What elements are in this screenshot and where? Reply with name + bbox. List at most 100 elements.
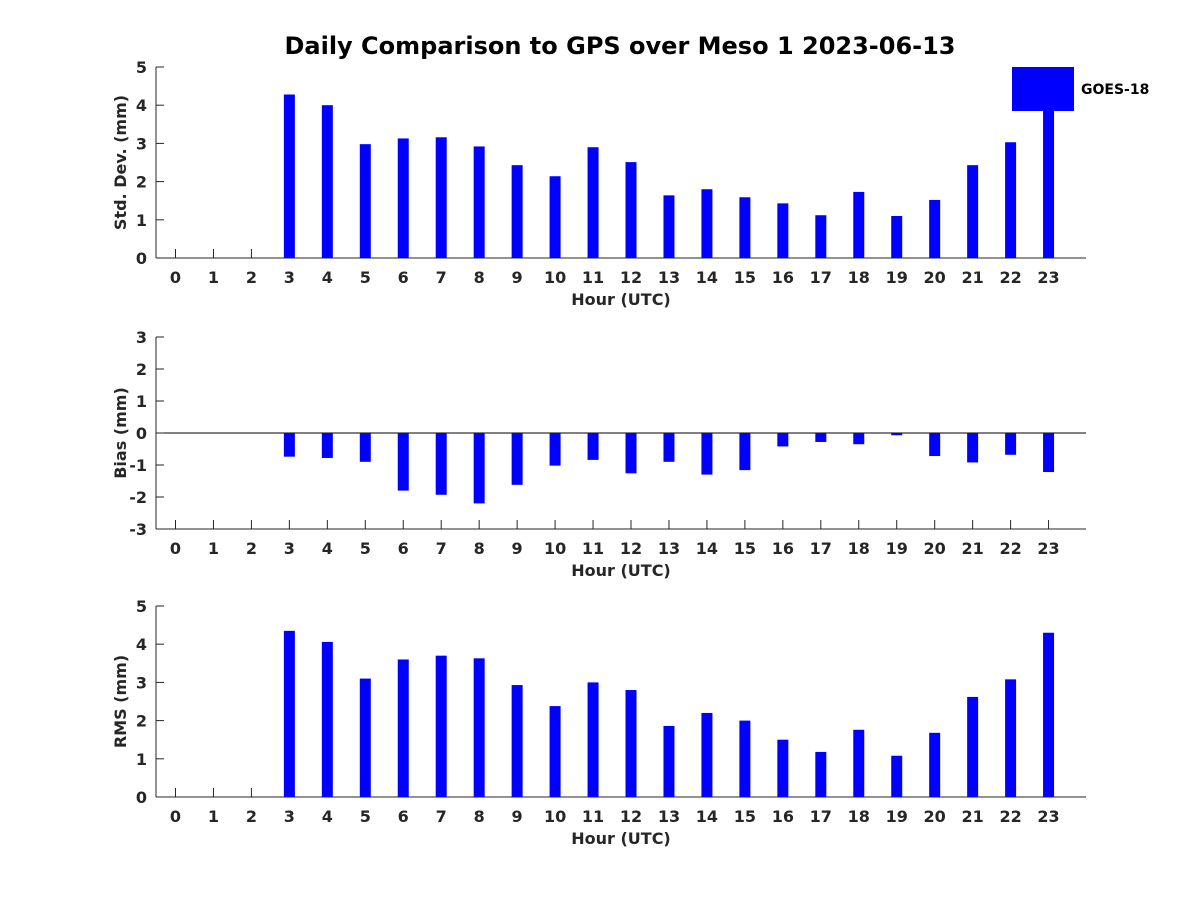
bar-hour-22 [1005,679,1017,797]
bar-hour-19 [891,755,903,797]
x-tick-label: 15 [734,539,756,558]
x-tick-label: 15 [734,807,756,826]
bar-hour-5 [359,678,371,797]
bar-hour-23 [1043,97,1055,258]
y-axis-label: Bias (mm) [111,387,130,479]
y-tick-label: 4 [136,96,147,115]
bar-hour-10 [549,433,561,466]
x-axis-label: Hour (UTC) [571,290,671,309]
legend-swatch [1012,67,1074,111]
bar-hour-21 [967,696,979,797]
bar-hour-23 [1043,433,1055,473]
x-tick-label: 7 [436,807,447,826]
bar-hour-21 [967,433,979,463]
bar-hour-15 [739,433,751,471]
bar-hour-18 [853,729,865,797]
x-tick-label: 21 [962,539,984,558]
bar-hour-11 [587,682,599,797]
y-tick-label: 0 [136,249,147,268]
y-tick-label: -3 [129,520,147,539]
bar-hour-6 [397,433,409,491]
x-tick-label: 6 [398,268,409,287]
bar-hour-7 [435,433,447,495]
x-tick-label: 17 [810,539,832,558]
bar-hour-3 [283,630,295,797]
x-tick-label: 1 [208,539,219,558]
x-tick-label: 4 [322,268,333,287]
bar-hour-9 [511,165,523,258]
bar-hour-10 [549,706,561,797]
x-tick-label: 16 [772,268,794,287]
x-tick-label: 6 [398,539,409,558]
x-tick-label: 10 [544,539,566,558]
x-tick-label: 19 [886,539,908,558]
x-tick-label: 2 [246,539,257,558]
x-tick-label: 22 [999,268,1021,287]
y-tick-label: 0 [136,788,147,807]
x-tick-label: 2 [246,807,257,826]
x-tick-label: 7 [436,539,447,558]
bar-hour-18 [853,433,865,445]
bar-hour-8 [473,433,485,504]
bar-hour-4 [321,641,333,797]
y-tick-label: 3 [136,673,147,692]
y-tick-label: -2 [129,488,147,507]
x-tick-label: 17 [810,268,832,287]
x-tick-label: 3 [284,268,295,287]
x-tick-label: 12 [620,807,642,826]
bar-hour-7 [435,655,447,797]
y-tick-label: 2 [136,712,147,731]
x-tick-label: 5 [360,539,371,558]
bar-hour-17 [815,215,827,258]
bar-hour-11 [587,433,599,460]
bar-hour-19 [891,215,903,258]
x-tick-label: 0 [170,539,181,558]
bar-hour-9 [511,685,523,797]
x-tick-label: 1 [208,268,219,287]
x-tick-label: 13 [658,807,680,826]
bar-hour-16 [777,433,789,447]
x-tick-label: 2 [246,268,257,287]
x-tick-label: 9 [512,539,523,558]
bar-hour-22 [1005,433,1017,455]
x-tick-label: 3 [284,807,295,826]
x-tick-label: 4 [322,539,333,558]
x-tick-label: 18 [848,807,870,826]
bar-hour-16 [777,203,789,258]
x-tick-label: 8 [474,807,485,826]
bar-hour-12 [625,690,637,797]
x-tick-label: 23 [1037,807,1059,826]
x-tick-label: 20 [924,268,946,287]
x-tick-label: 14 [696,807,718,826]
y-tick-label: 3 [136,134,147,153]
x-tick-label: 0 [170,268,181,287]
x-tick-label: 20 [924,807,946,826]
x-tick-label: 14 [696,268,718,287]
bar-hour-3 [283,94,295,258]
x-tick-label: 8 [474,539,485,558]
y-tick-label: 1 [136,211,147,230]
x-tick-label: 18 [848,539,870,558]
x-tick-label: 5 [360,807,371,826]
y-tick-label: 1 [136,392,147,411]
y-tick-label: 3 [136,328,147,347]
bar-hour-18 [853,191,865,258]
x-tick-label: 10 [544,268,566,287]
x-tick-label: 6 [398,807,409,826]
x-tick-label: 22 [999,807,1021,826]
bar-hour-12 [625,162,637,258]
x-tick-label: 16 [772,807,794,826]
x-tick-label: 13 [658,268,680,287]
bar-hour-17 [815,751,827,797]
x-axis-label: Hour (UTC) [571,561,671,580]
x-tick-label: 17 [810,807,832,826]
bar-hour-16 [777,739,789,797]
y-tick-label: 1 [136,750,147,769]
bar-hour-23 [1043,632,1055,797]
x-tick-label: 15 [734,268,756,287]
x-tick-label: 21 [962,807,984,826]
legend-label: GOES-18 [1081,82,1149,98]
y-axis-label: RMS (mm) [111,655,130,748]
